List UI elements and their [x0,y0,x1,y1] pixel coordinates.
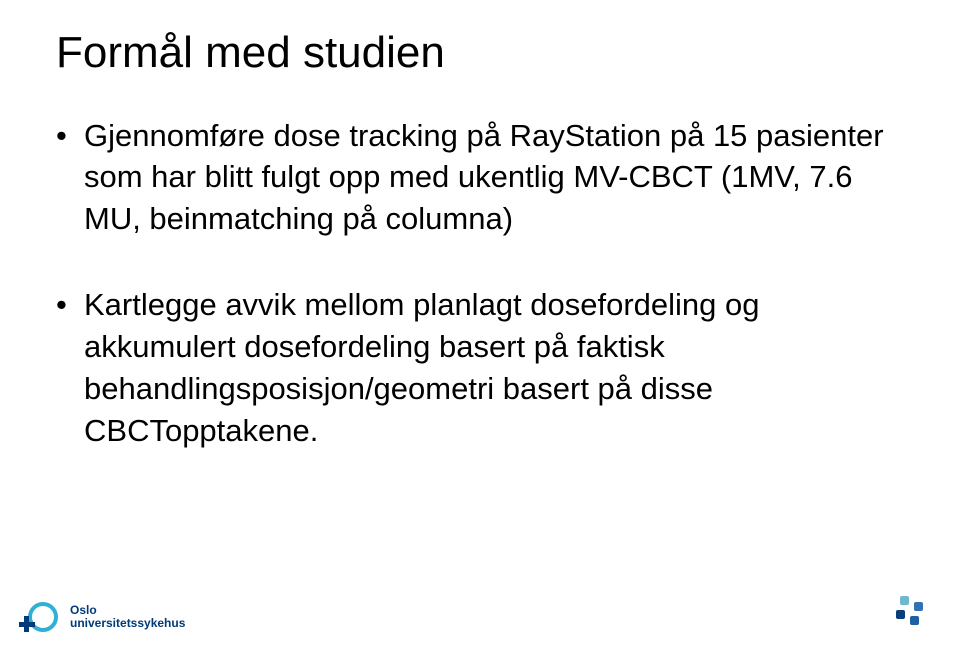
ous-plus-v-icon [24,616,29,632]
org-name-line2: universitetssykehus [70,617,185,630]
slide: Formål med studien Gjennomføre dose trac… [0,0,960,648]
dot-icon [900,596,909,605]
footer: Oslo universitetssykehus [0,584,960,636]
dot-icon [896,610,905,619]
ous-mark-icon [24,598,62,636]
dot-icon [910,616,919,625]
ous-ring-icon [28,602,58,632]
dot-icon [914,602,923,611]
page-title: Formål med studien [56,28,904,79]
partner-dots-logo [892,596,932,630]
ous-text: Oslo universitetssykehus [70,604,185,629]
list-item: Gjennomføre dose tracking på RayStation … [56,115,904,241]
oslo-hospital-logo: Oslo universitetssykehus [24,598,185,636]
bullet-list: Gjennomføre dose tracking på RayStation … [56,115,904,452]
list-item: Kartlegge avvik mellom planlagt doseford… [56,284,904,451]
